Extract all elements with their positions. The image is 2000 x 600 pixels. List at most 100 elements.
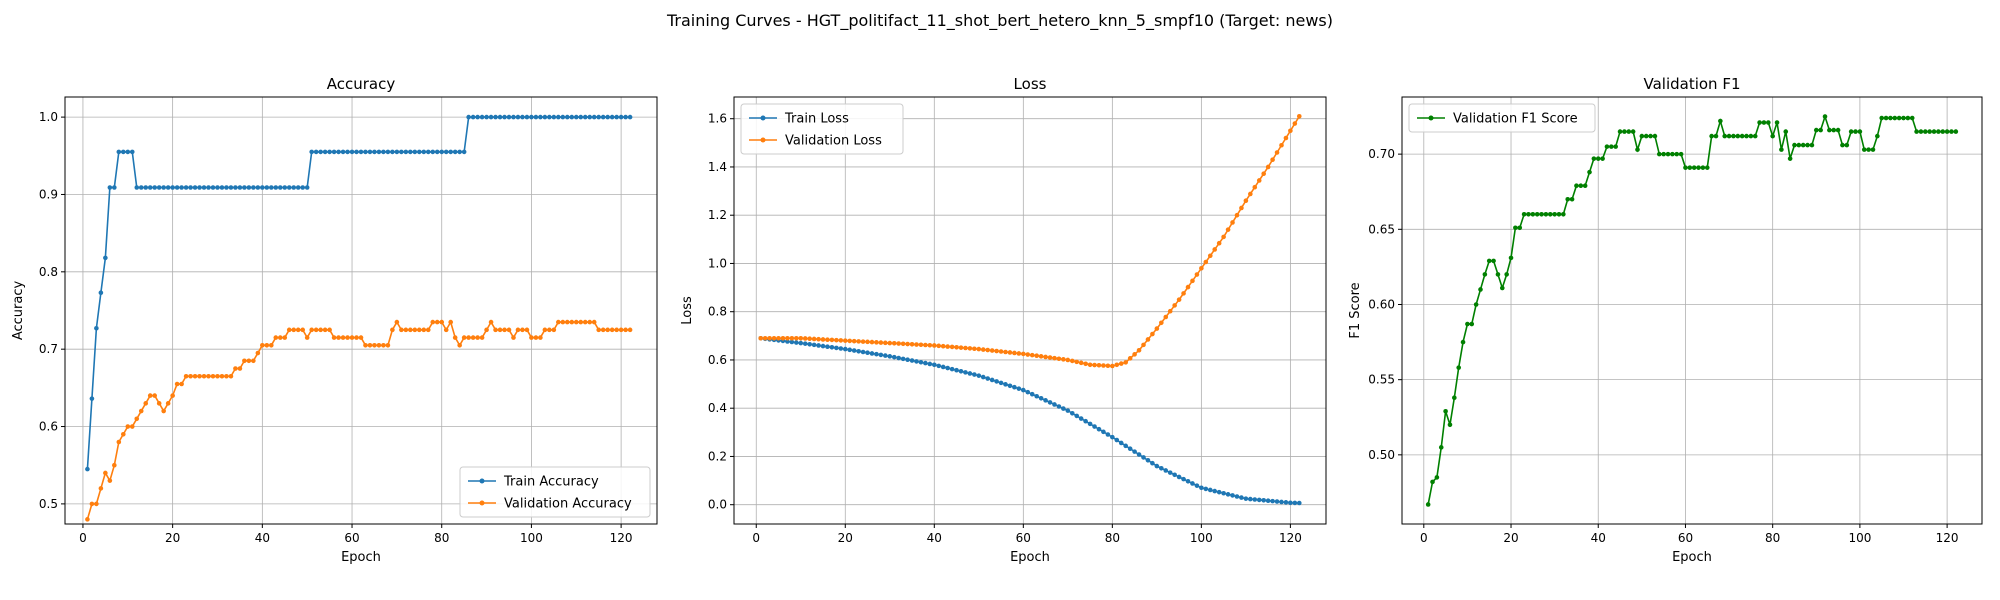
validation-f1-series-0-point-46 (1626, 129, 1632, 134)
validation-f1-series-0-point-0 (1425, 502, 1431, 507)
validation-f1-series-0-point-80 (1774, 120, 1780, 125)
loss-series-0-point-106 (1230, 493, 1235, 498)
accuracy-series-1-point-49 (304, 335, 310, 340)
accuracy-series-0-point-71 (403, 149, 409, 155)
loss-series-0-point-95 (1181, 476, 1186, 482)
accuracy-series-0-point-39 (260, 185, 265, 190)
loss-series-0-point-80 (1114, 437, 1120, 443)
loss-series-1-point-56 (1007, 350, 1013, 355)
accuracy-series-0-point-32 (228, 185, 234, 190)
validation-f1-legend-marker-0 (1428, 115, 1434, 121)
accuracy-series-1-point-92 (497, 327, 503, 333)
validation-f1-series-0-point-42 (1609, 144, 1614, 149)
accuracy-series-1-point-100 (533, 335, 539, 340)
validation-f1-xlabel: Epoch (1672, 550, 1712, 565)
accuracy-series-1-point-113 (591, 319, 597, 325)
accuracy-series-0-point-82 (452, 149, 458, 155)
validation-f1-series-0-point-58 (1678, 151, 1684, 157)
loss-series-1-point-83 (1127, 356, 1133, 361)
accuracy-series-0-point-108 (569, 114, 575, 120)
loss-series-0-point-12 (811, 342, 817, 348)
validation-f1-plot: 0 20 40 60 80 100 120 0.50 0.55 0.60 0.65 0.70 Valid… (1348, 75, 1983, 565)
loss-series-1-point-38 (927, 342, 933, 348)
loss-series-1-point-29 (887, 340, 893, 346)
accuracy-ytick-label-2: 0.7 (39, 342, 58, 356)
loss-series-0-point-27 (878, 352, 884, 358)
validation-f1-series-0-point-25 (1534, 211, 1540, 217)
loss-series-0-point-94 (1176, 474, 1182, 480)
loss-series-1-point-112 (1256, 178, 1262, 183)
accuracy-axes-frame (64, 96, 658, 525)
accuracy-series-0-point-79 (439, 149, 445, 155)
accuracy-series-1-point-56 (336, 335, 341, 340)
loss-series-1-point-88 (1150, 331, 1155, 337)
loss-series-0-point-52 (989, 377, 995, 383)
loss-series-1-point-7 (789, 335, 795, 341)
accuracy-series-0-point-33 (233, 185, 238, 190)
accuracy-series-1-point-38 (255, 350, 261, 356)
loss-series-1-point-114 (1265, 164, 1271, 170)
accuracy-series-0-point-49 (304, 185, 310, 190)
accuracy-series-1-point-7 (116, 439, 122, 445)
loss-series-0-point-23 (860, 349, 866, 355)
loss-series-0-point-45 (958, 368, 964, 374)
loss-series-1-point-3 (771, 335, 777, 341)
loss-series-1-point-106 (1230, 220, 1235, 225)
loss-xtick-label-6: 120 (1279, 531, 1302, 545)
loss-series-0-point-97 (1190, 481, 1195, 486)
loss-series-1-point-103 (1216, 240, 1222, 246)
loss-series-0-point-90 (1159, 465, 1164, 471)
loss-series-1-point-73 (1083, 361, 1088, 367)
accuracy-series-1-point-52 (318, 327, 323, 333)
validation-f1-ylabel: F1 Score (1348, 282, 1363, 338)
accuracy-series-1-point-44 (282, 335, 288, 340)
accuracy-series-0-point-106 (560, 114, 566, 120)
loss-series-1-point-14 (820, 337, 826, 342)
accuracy-legend-label-1: Validation Accuracy (504, 497, 632, 512)
loss-series-0-point-87 (1145, 458, 1151, 463)
loss-series-1-point-85 (1136, 348, 1142, 353)
accuracy-series-0-point-42 (273, 185, 279, 190)
loss-series-1-point-45 (958, 345, 964, 350)
accuracy-series-1-point-26 (201, 373, 207, 379)
validation-f1-series-0-point-41 (1604, 144, 1610, 149)
accuracy-series-1 (85, 319, 633, 522)
loss-series-1-point-6 (785, 335, 790, 341)
validation-f1-series-0-point-22 (1521, 211, 1527, 217)
accuracy-series-1-point-30 (219, 373, 225, 379)
validation-f1-series-0-point-99 (1857, 129, 1863, 134)
accuracy-series-0-point-29 (215, 185, 220, 190)
accuracy-series-1-point-61 (358, 335, 364, 340)
loss-ytick-label-1: 0.2 (708, 449, 727, 463)
validation-f1-series-0-point-60 (1687, 165, 1693, 170)
loss-series-0-point-11 (807, 341, 812, 347)
loss-series-1-point-79 (1110, 363, 1115, 369)
validation-f1-series-0-point-72 (1739, 133, 1745, 139)
validation-f1-series-0-point-113 (1918, 129, 1924, 134)
loss-series-1-point-54 (998, 349, 1004, 354)
loss-series-0-point-38 (927, 361, 933, 367)
validation-f1-series-0-point-8 (1460, 339, 1466, 345)
accuracy-series-1-point-14 (147, 393, 153, 398)
accuracy-xtick-label-3: 60 (344, 531, 359, 545)
accuracy-series-0-point-55 (331, 149, 337, 155)
loss-series-0-point-6 (785, 339, 790, 344)
accuracy-series-0-point-73 (412, 149, 418, 155)
accuracy-series-1-point-94 (506, 327, 512, 333)
validation-f1-series-0-point-68 (1722, 133, 1728, 139)
validation-f1-series-0-point-75 (1752, 133, 1758, 139)
loss-series-1-point-110 (1248, 191, 1253, 197)
accuracy-series-0-point-16 (156, 185, 162, 190)
validation-f1-series-0-point-77 (1761, 120, 1767, 125)
validation-f1-series-0-point-43 (1613, 144, 1618, 149)
accuracy-title: Accuracy (327, 75, 396, 93)
validation-f1-series-0-point-86 (1800, 142, 1806, 148)
loss-series-1-point-48 (972, 346, 977, 352)
accuracy-series-1-point-42 (273, 335, 279, 340)
loss-series-1-point-61 (1029, 352, 1035, 358)
accuracy-series-1-point-2 (94, 501, 99, 507)
loss-xtick-label-4: 80 (1105, 531, 1120, 545)
accuracy-series-0-point-41 (269, 185, 274, 190)
loss-series-1-point-90 (1159, 320, 1164, 326)
accuracy-legend: Train Accuracy Validation Accuracy (459, 466, 651, 518)
